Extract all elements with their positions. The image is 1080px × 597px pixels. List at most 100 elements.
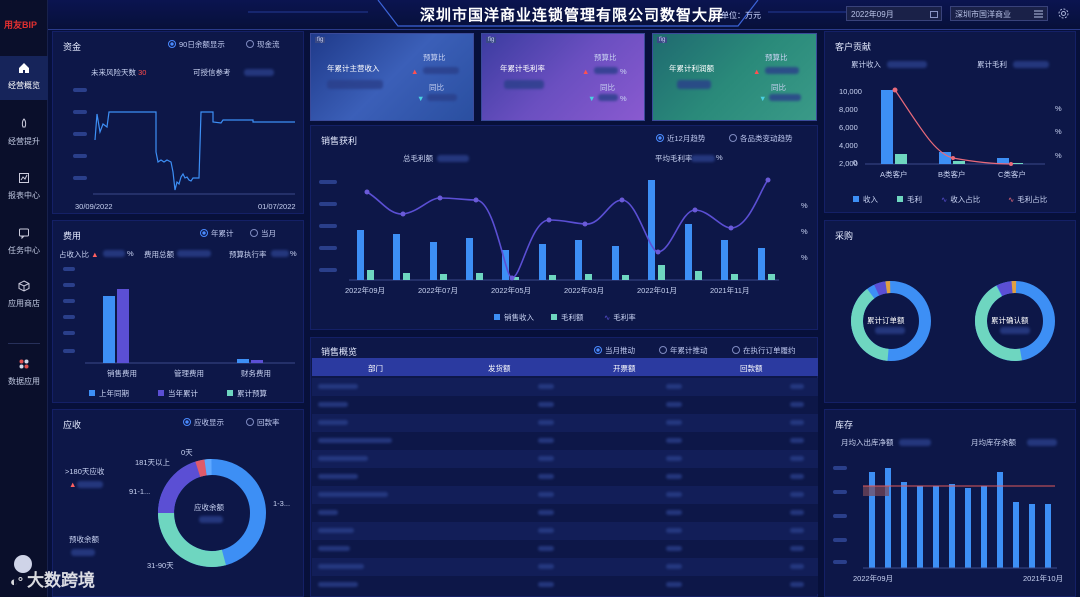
- dots-icon: [19, 359, 29, 369]
- date-picker[interactable]: 2022年09月: [846, 6, 942, 21]
- slice-label: 0天: [181, 448, 193, 457]
- card-mom-label: 同比: [600, 83, 615, 92]
- blurred-value: [875, 327, 905, 334]
- radio-cashflow[interactable]: 现金流: [246, 39, 280, 50]
- y-tick: 2,000: [839, 159, 858, 168]
- nav-item-reports[interactable]: 报表中心: [0, 166, 48, 210]
- radio-label: 当月: [261, 229, 276, 238]
- exec-suffix: %: [290, 249, 297, 258]
- blurred-value: [244, 69, 274, 76]
- unit-label: 单位：万元: [721, 11, 761, 20]
- legend-item: 毛利额: [551, 312, 584, 323]
- legend-item: 毛利: [897, 194, 922, 205]
- table-row[interactable]: [312, 486, 818, 504]
- warning-icon: ▲: [69, 480, 77, 489]
- blurred-cell: [666, 420, 682, 425]
- radio-12month[interactable]: 近12月趋势: [656, 133, 705, 144]
- blurred-value: [199, 516, 223, 523]
- kpi-card-profit[interactable]: fig 年累计利润额 预算比 ▲ 同比 ▼: [652, 33, 817, 121]
- radio-month-push[interactable]: 当月推动: [594, 345, 635, 356]
- blurred-cell: [790, 456, 804, 461]
- net-flow-label: 月均入出库净额: [841, 438, 894, 447]
- table-row[interactable]: [312, 468, 818, 486]
- blurred-cell: [318, 582, 358, 587]
- home-icon: [19, 63, 29, 73]
- y2-tick: %: [1055, 127, 1062, 136]
- blurred-cell: [538, 402, 554, 407]
- ratio-suffix: %: [127, 249, 134, 258]
- nav-item-overview[interactable]: 经营概览: [0, 56, 48, 100]
- radio-label: 90日余额显示: [179, 40, 225, 49]
- legend-text: 收入: [863, 195, 878, 204]
- radio-ytd[interactable]: 年累计: [200, 228, 234, 239]
- radio-label: 年累计推动: [670, 346, 708, 355]
- col-header: 部门: [368, 364, 383, 373]
- table-row[interactable]: [312, 576, 818, 594]
- radio-ytd-push[interactable]: 年累计推动: [659, 345, 708, 356]
- gear-icon[interactable]: [1058, 8, 1069, 19]
- card-title: 年累计利润额: [669, 64, 714, 73]
- radio-category[interactable]: 各品类变动趋势: [729, 133, 793, 144]
- pct-suffix: %: [620, 67, 627, 76]
- nav-item-improve[interactable]: 经营提升: [0, 112, 48, 156]
- nav-label: 报表中心: [8, 191, 40, 200]
- expense-bar-chart: [63, 267, 295, 364]
- card-title: 年累计毛利率: [500, 64, 545, 73]
- radio-collection[interactable]: 回款率: [246, 417, 280, 428]
- table-row[interactable]: [312, 522, 818, 540]
- nav-item-data-apps[interactable]: 数据应用: [0, 356, 48, 396]
- up-arrow-icon: ▲: [411, 67, 419, 76]
- nav-divider: [8, 343, 40, 344]
- legend-item: 累计预算: [227, 388, 267, 399]
- legend-text: 毛利率: [613, 313, 636, 322]
- table-row[interactable]: [312, 414, 818, 432]
- table-row[interactable]: [312, 540, 818, 558]
- risk-days-label: 未来风险天数 30: [91, 67, 146, 78]
- radio-order-fulfill[interactable]: 在执行订单履约: [732, 345, 796, 356]
- company-value: 深圳市国洋商业: [955, 10, 1011, 19]
- kpi-card-revenue[interactable]: fig 年累计主营收入 预算比 ▲ 同比 ▼: [310, 33, 474, 121]
- panel-title: 销售获利: [321, 136, 358, 146]
- table-row[interactable]: [312, 378, 818, 396]
- avatar[interactable]: [14, 555, 32, 573]
- table-row[interactable]: [312, 558, 818, 576]
- donut-center-label: 应收余额: [194, 503, 224, 512]
- blurred-value: [1013, 61, 1049, 68]
- table-row[interactable]: [312, 504, 818, 522]
- nav-item-store[interactable]: 应用商店: [0, 274, 48, 318]
- inventory-bar-chart: [833, 466, 1057, 569]
- table-row[interactable]: [312, 432, 818, 450]
- avg-margin-label: 平均毛利率: [655, 154, 693, 163]
- panel-title: 销售概览: [321, 347, 358, 357]
- radio-90day[interactable]: 90日余额显示: [168, 39, 225, 50]
- x-tick: 财务费用: [241, 369, 271, 378]
- blurred-cell: [790, 510, 804, 515]
- donut-center-label: 累计确认额: [991, 316, 1029, 325]
- table-row[interactable]: [312, 396, 818, 414]
- x-start-label: 30/09/2022: [75, 202, 113, 211]
- y-tick: 4,000: [839, 141, 858, 150]
- kpi-card-margin[interactable]: fig 年累计毛利率 预算比 ▲ % 同比 ▼ %: [481, 33, 645, 121]
- x-start-label: 2022年09月: [853, 574, 894, 583]
- sidebar: 用友BIP 经营概览 经营提升 报表中心 任务中心 应用商店 数据应用: [0, 0, 48, 597]
- blurred-value: [271, 250, 289, 257]
- x-end-label: 2021年10月: [1023, 574, 1064, 583]
- table-row[interactable]: [312, 450, 818, 468]
- blurred-value: [1027, 439, 1057, 446]
- receivable-donut: [158, 459, 266, 567]
- blurred-cell: [538, 564, 554, 569]
- nav-label: 数据应用: [8, 377, 40, 386]
- radio-label: 现金流: [257, 40, 280, 49]
- over180-label: >180天应收: [65, 467, 105, 476]
- nav-item-tasks[interactable]: 任务中心: [0, 221, 48, 265]
- blurred-cell: [538, 474, 554, 479]
- blurred-cell: [318, 564, 364, 569]
- radio-receivable[interactable]: 应收显示: [183, 417, 224, 428]
- confirm-donut: [975, 281, 1055, 361]
- radio-month[interactable]: 当月: [250, 228, 276, 239]
- company-select[interactable]: 深圳市国洋商业: [950, 6, 1048, 21]
- x-tick: 2022年09月: [345, 286, 386, 295]
- purchase-panel: 采购 累计订单额 累计确认额: [824, 220, 1076, 403]
- legend-text: 毛利额: [561, 313, 584, 322]
- header: 深圳市国洋商业连锁管理有限公司数智大屏 单位：万元 2022年09月 深圳市国洋…: [48, 0, 1080, 30]
